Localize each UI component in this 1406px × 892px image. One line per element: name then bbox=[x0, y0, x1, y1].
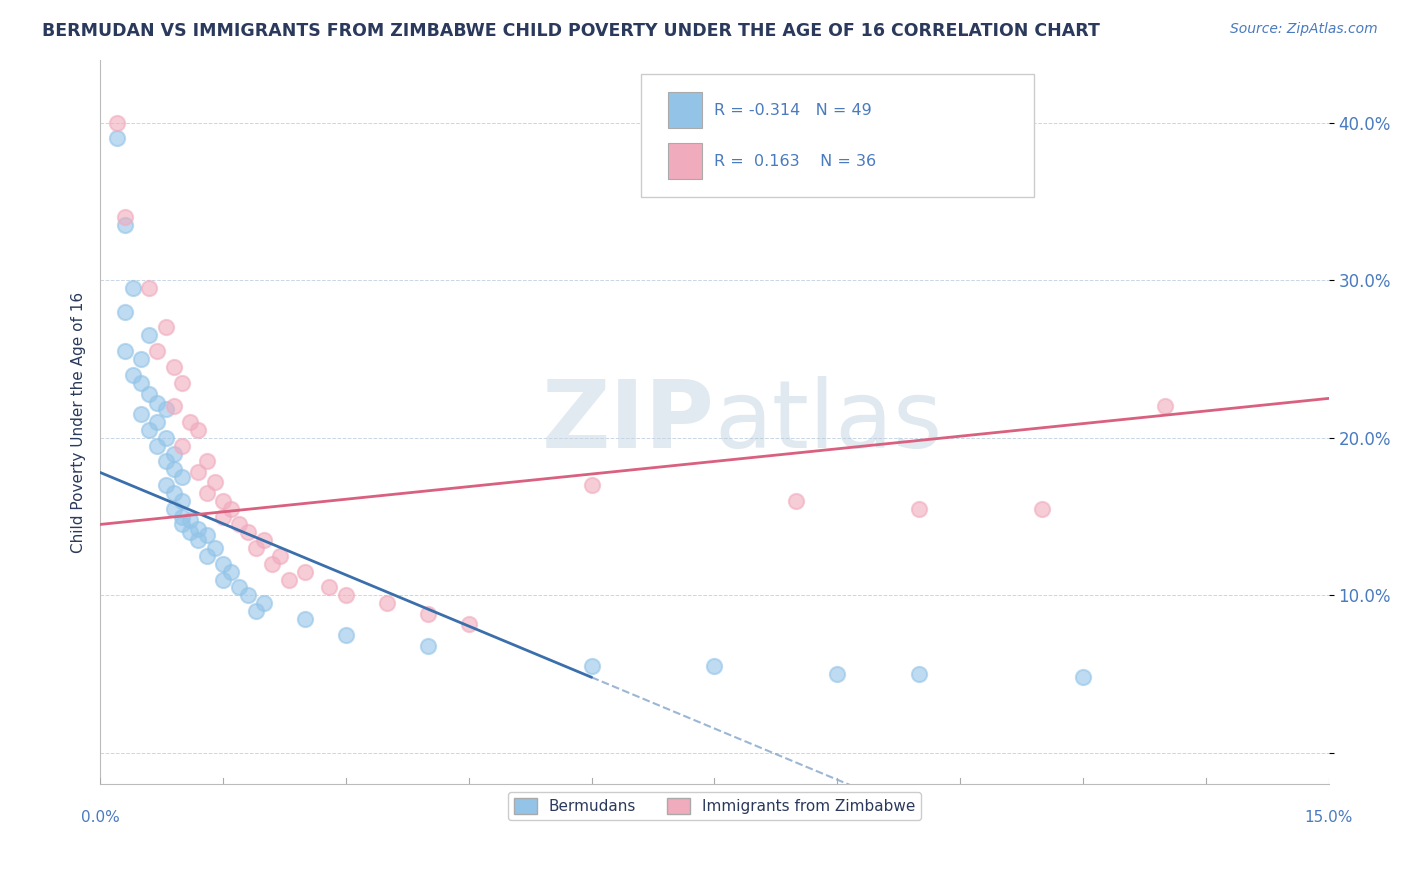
Point bbox=[138, 386, 160, 401]
Point bbox=[908, 667, 931, 681]
Point bbox=[187, 533, 209, 548]
Text: Source: ZipAtlas.com: Source: ZipAtlas.com bbox=[1230, 22, 1378, 37]
Point bbox=[375, 596, 398, 610]
Point bbox=[114, 304, 136, 318]
Point bbox=[253, 533, 276, 548]
Point bbox=[703, 659, 725, 673]
Point bbox=[245, 541, 267, 555]
Point bbox=[335, 588, 357, 602]
Point bbox=[212, 557, 235, 571]
Point bbox=[228, 581, 250, 595]
Y-axis label: Child Poverty Under the Age of 16: Child Poverty Under the Age of 16 bbox=[72, 292, 86, 552]
Point bbox=[146, 439, 169, 453]
Point bbox=[170, 470, 193, 484]
Point bbox=[277, 573, 299, 587]
Point bbox=[908, 501, 931, 516]
Legend: Bermudans, Immigrants from Zimbabwe: Bermudans, Immigrants from Zimbabwe bbox=[508, 792, 921, 821]
Point bbox=[122, 281, 145, 295]
Point bbox=[187, 522, 209, 536]
Point bbox=[163, 501, 186, 516]
Point bbox=[138, 281, 160, 295]
Point bbox=[179, 513, 201, 527]
Text: ZIP: ZIP bbox=[541, 376, 714, 468]
Point bbox=[269, 549, 291, 563]
Point bbox=[236, 525, 259, 540]
Point bbox=[170, 493, 193, 508]
Point bbox=[146, 396, 169, 410]
Point bbox=[114, 218, 136, 232]
Point bbox=[179, 525, 201, 540]
Point bbox=[457, 616, 479, 631]
Point bbox=[155, 454, 177, 468]
Point bbox=[195, 549, 218, 563]
FancyBboxPatch shape bbox=[641, 74, 1033, 197]
Point bbox=[245, 604, 267, 618]
Point bbox=[187, 466, 209, 480]
Point bbox=[138, 423, 160, 437]
Point bbox=[253, 596, 276, 610]
Point bbox=[204, 475, 226, 489]
Point bbox=[129, 376, 152, 390]
Point bbox=[155, 320, 177, 334]
Point bbox=[155, 478, 177, 492]
Text: R =  0.163    N = 36: R = 0.163 N = 36 bbox=[714, 153, 876, 169]
Text: atlas: atlas bbox=[714, 376, 942, 468]
Point bbox=[129, 407, 152, 421]
Point bbox=[138, 328, 160, 343]
Point bbox=[170, 376, 193, 390]
Point bbox=[170, 439, 193, 453]
Point bbox=[212, 493, 235, 508]
Point bbox=[294, 612, 316, 626]
Point bbox=[114, 210, 136, 224]
Bar bbox=[668, 143, 702, 179]
Point bbox=[163, 462, 186, 476]
Point bbox=[155, 431, 177, 445]
Point bbox=[416, 607, 439, 622]
Point bbox=[195, 486, 218, 500]
Text: 0.0%: 0.0% bbox=[80, 810, 120, 825]
Text: 15.0%: 15.0% bbox=[1305, 810, 1353, 825]
Point bbox=[105, 131, 128, 145]
Point bbox=[236, 588, 259, 602]
Text: R = -0.314   N = 49: R = -0.314 N = 49 bbox=[714, 103, 872, 118]
Point bbox=[1154, 399, 1177, 413]
Point bbox=[785, 493, 807, 508]
Point bbox=[1031, 501, 1053, 516]
Point bbox=[335, 628, 357, 642]
Point bbox=[212, 573, 235, 587]
Point bbox=[827, 667, 849, 681]
Point bbox=[129, 351, 152, 366]
Point bbox=[195, 454, 218, 468]
Point bbox=[212, 509, 235, 524]
Point bbox=[122, 368, 145, 382]
Point bbox=[581, 659, 603, 673]
Bar bbox=[668, 92, 702, 128]
Point bbox=[187, 423, 209, 437]
Text: BERMUDAN VS IMMIGRANTS FROM ZIMBABWE CHILD POVERTY UNDER THE AGE OF 16 CORRELATI: BERMUDAN VS IMMIGRANTS FROM ZIMBABWE CHI… bbox=[42, 22, 1099, 40]
Point bbox=[105, 115, 128, 129]
Point bbox=[318, 581, 340, 595]
Point bbox=[219, 501, 242, 516]
Point bbox=[163, 399, 186, 413]
Point bbox=[146, 344, 169, 359]
Point bbox=[163, 486, 186, 500]
Point bbox=[1071, 670, 1094, 684]
Point bbox=[204, 541, 226, 555]
Point bbox=[416, 639, 439, 653]
Point bbox=[581, 478, 603, 492]
Point bbox=[163, 359, 186, 374]
Point bbox=[114, 344, 136, 359]
Point bbox=[228, 517, 250, 532]
Point bbox=[163, 446, 186, 460]
Point bbox=[170, 517, 193, 532]
Point bbox=[195, 528, 218, 542]
Point bbox=[262, 557, 284, 571]
Point bbox=[146, 415, 169, 429]
Point bbox=[179, 415, 201, 429]
Point bbox=[170, 509, 193, 524]
Point bbox=[219, 565, 242, 579]
Point bbox=[155, 402, 177, 417]
Point bbox=[294, 565, 316, 579]
